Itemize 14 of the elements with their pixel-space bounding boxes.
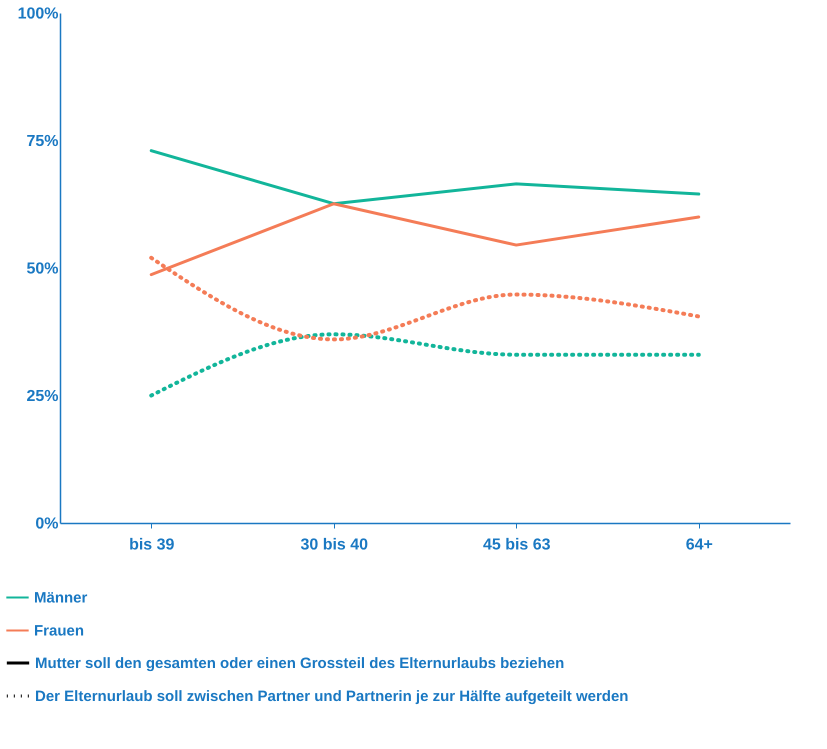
legend-label: Frauen	[34, 622, 84, 640]
x-tick-label: bis 39	[129, 536, 175, 554]
y-tick-label: 100%	[18, 6, 58, 22]
y-tick-label: 0%	[35, 516, 58, 532]
y-tick-label: 75%	[26, 133, 58, 150]
text: Der Elternurlaub soll zwischen Partner und Partnerin je zur Hälfte aufgeteilt werden	[35, 688, 628, 705]
legend-label: Männer	[34, 590, 88, 606]
x-tick-label: 45 bis 63	[482, 536, 551, 554]
x-tick-label: 64+	[686, 536, 713, 554]
line-series	[150, 149, 700, 206]
y-tick-label: 25%	[26, 388, 58, 405]
x-tick-label: 30 bis 40	[300, 536, 368, 554]
text: Mutter soll den gesamten oder einen Grossteil des Elternurlaubs beziehen	[35, 655, 564, 672]
y-tick-label: 50%	[26, 260, 58, 278]
